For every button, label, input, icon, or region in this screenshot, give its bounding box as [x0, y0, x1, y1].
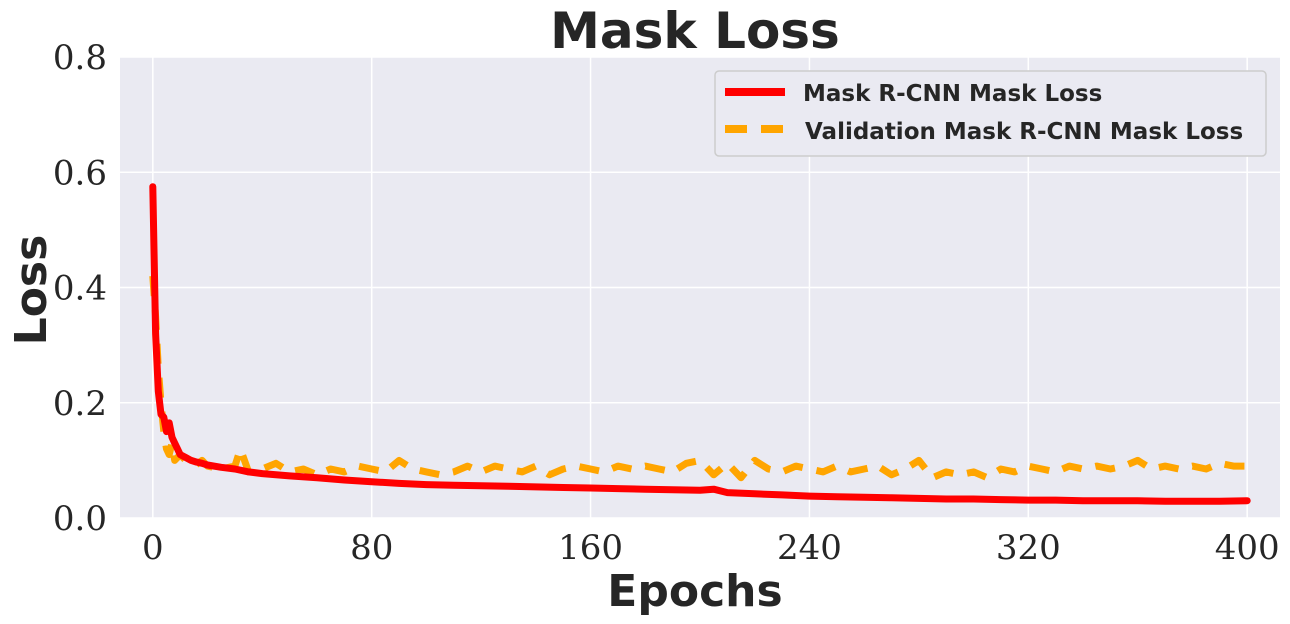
- legend-label-validation: Validation Mask R-CNN Mask Loss: [805, 119, 1243, 145]
- tick-labels: 0 80 160 240 320 400 0.0 0.2 0.4 0.6 0.8: [53, 38, 1280, 568]
- legend: Mask R-CNN Mask Loss Validation Mask R-C…: [714, 70, 1267, 157]
- y-tick-label: 0.6: [53, 153, 107, 193]
- x-axis-label: Epochs: [607, 566, 782, 617]
- x-tick-label: 400: [1215, 528, 1280, 568]
- series-line-train: [149, 183, 1251, 505]
- y-axis-label: Loss: [6, 235, 57, 346]
- chart-title: Mask Loss: [550, 2, 840, 60]
- y-tick-label: 0.4: [53, 269, 107, 309]
- grid-lines: [120, 56, 1280, 519]
- x-tick-label: 80: [350, 528, 393, 568]
- x-tick-label: 320: [996, 528, 1061, 568]
- x-tick-label: 240: [777, 528, 842, 568]
- y-tick-label: 0.2: [53, 384, 107, 424]
- y-tick-label: 0.0: [53, 499, 107, 539]
- legend-label-train: Mask R-CNN Mask Loss: [803, 81, 1102, 107]
- x-tick-label: 160: [558, 528, 623, 568]
- x-tick-label: 0: [142, 528, 164, 568]
- series-layer: [149, 183, 1251, 505]
- y-tick-label: 0.8: [53, 38, 107, 78]
- legend-box: [714, 70, 1267, 157]
